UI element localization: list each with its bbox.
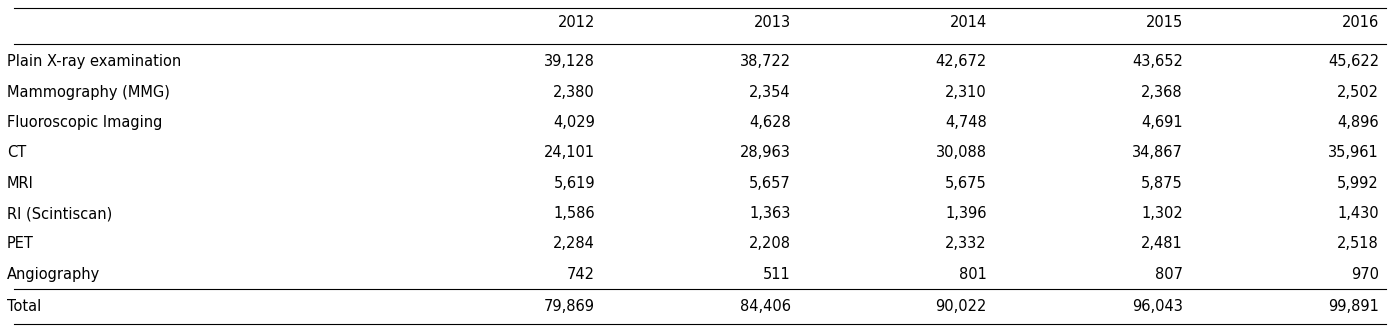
Text: 28,963: 28,963 [741,145,791,160]
Text: Fluoroscopic Imaging: Fluoroscopic Imaging [7,115,162,130]
Text: 2016: 2016 [1341,15,1379,30]
Text: 4,748: 4,748 [945,115,987,130]
Text: 4,691: 4,691 [1141,115,1183,130]
Text: 801: 801 [959,267,987,282]
Text: 4,896: 4,896 [1337,115,1379,130]
Text: 5,657: 5,657 [749,176,791,191]
Text: 4,029: 4,029 [553,115,595,130]
Text: CT: CT [7,145,27,160]
Text: 84,406: 84,406 [741,299,791,314]
Text: 2015: 2015 [1145,15,1183,30]
Text: PET: PET [7,236,34,251]
Text: 5,992: 5,992 [1337,176,1379,191]
Text: 2,380: 2,380 [553,85,595,100]
Text: 96,043: 96,043 [1133,299,1183,314]
Text: 90,022: 90,022 [935,299,987,314]
Text: 1,430: 1,430 [1337,206,1379,221]
Text: 99,891: 99,891 [1329,299,1379,314]
Text: 38,722: 38,722 [739,54,791,69]
Text: 79,869: 79,869 [545,299,595,314]
Text: 2,310: 2,310 [945,85,987,100]
Text: 2,332: 2,332 [945,236,987,251]
Text: 5,619: 5,619 [553,176,595,191]
Text: 1,396: 1,396 [945,206,987,221]
Text: 5,675: 5,675 [945,176,987,191]
Text: 43,652: 43,652 [1133,54,1183,69]
Text: 5,875: 5,875 [1141,176,1183,191]
Text: 511: 511 [763,267,791,282]
Text: 2,284: 2,284 [553,236,595,251]
Text: 2013: 2013 [753,15,791,30]
Text: 1,302: 1,302 [1141,206,1183,221]
Text: Mammography (MMG): Mammography (MMG) [7,85,169,100]
Text: 2,368: 2,368 [1141,85,1183,100]
Text: RI (Scintiscan): RI (Scintiscan) [7,206,112,221]
Text: 4,628: 4,628 [749,115,791,130]
Text: 2,354: 2,354 [749,85,791,100]
Text: 39,128: 39,128 [545,54,595,69]
Text: 807: 807 [1155,267,1183,282]
Text: 24,101: 24,101 [543,145,595,160]
Text: 45,622: 45,622 [1327,54,1379,69]
Text: 30,088: 30,088 [937,145,987,160]
Text: 42,672: 42,672 [935,54,987,69]
Text: 2,208: 2,208 [749,236,791,251]
Text: 1,363: 1,363 [749,206,791,221]
Text: 1,586: 1,586 [553,206,595,221]
Text: Total: Total [7,299,41,314]
Text: Angiography: Angiography [7,267,101,282]
Text: MRI: MRI [7,176,34,191]
Text: 2014: 2014 [949,15,987,30]
Text: 2,518: 2,518 [1337,236,1379,251]
Text: 2,502: 2,502 [1337,85,1379,100]
Text: 970: 970 [1351,267,1379,282]
Text: 742: 742 [567,267,595,282]
Text: Plain X-ray examination: Plain X-ray examination [7,54,181,69]
Text: 35,961: 35,961 [1329,145,1379,160]
Text: 34,867: 34,867 [1133,145,1183,160]
Text: 2012: 2012 [557,15,595,30]
Text: 2,481: 2,481 [1141,236,1183,251]
